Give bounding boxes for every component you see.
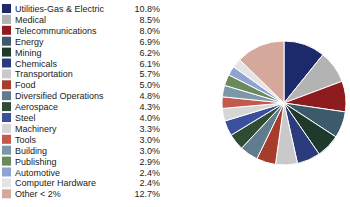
legend-label: Energy: [15, 37, 44, 47]
legend-label: Aerospace: [15, 102, 58, 112]
legend-swatch: [2, 37, 11, 46]
legend-value: 6.9%: [139, 37, 160, 47]
legend-value: 2.4%: [139, 178, 160, 188]
legend-swatch: [2, 48, 11, 57]
legend-value: 8.0%: [139, 26, 160, 36]
legend-swatch: [2, 168, 11, 177]
legend-value: 3.0%: [139, 135, 160, 145]
legend-swatch: [2, 124, 11, 133]
legend-swatch: [2, 102, 11, 111]
legend-value: 2.4%: [139, 168, 160, 178]
legend-swatch: [2, 157, 11, 166]
legend-swatch: [2, 4, 11, 13]
legend-swatch: [2, 26, 11, 35]
legend-value: 4.3%: [139, 102, 160, 112]
legend-label: Machinery: [15, 124, 57, 134]
legend-value: 4.0%: [139, 113, 160, 123]
legend-value: 5.7%: [139, 69, 160, 79]
legend-value: 3.0%: [139, 146, 160, 156]
legend-value: 3.3%: [139, 124, 160, 134]
legend-swatch: [2, 113, 11, 122]
legend-value: 2.9%: [139, 157, 160, 167]
legend-swatch: [2, 91, 11, 100]
legend-swatch: [2, 146, 11, 155]
pie-slice: [240, 41, 284, 103]
legend-label: Computer Hardware: [15, 178, 96, 188]
legend-label: Chemicals: [15, 59, 58, 69]
legend-label: Building: [15, 146, 47, 156]
legend-value: 8.5%: [139, 15, 160, 25]
legend-label: Publishing: [15, 157, 57, 167]
legend-label: Medical: [15, 15, 46, 25]
pie: [222, 41, 346, 165]
legend-value: 12.7%: [134, 189, 160, 199]
legend-value: 4.8%: [139, 91, 160, 101]
legend-label: Diversified Operations: [15, 91, 104, 101]
legend-value: 5.0%: [139, 80, 160, 90]
legend-swatch: [2, 69, 11, 78]
legend-swatch: [2, 80, 11, 89]
legend-label: Telecommunications: [15, 26, 97, 36]
legend-label: Transportation: [15, 69, 73, 79]
legend: Utilities-Gas & Electric 10.8% Medical 8.5%…: [2, 4, 160, 199]
legend-swatch: [2, 135, 11, 144]
legend-label: Tools: [15, 135, 37, 145]
legend-swatch: [2, 178, 11, 187]
legend-swatch: [2, 15, 11, 24]
legend-label: Utilities-Gas & Electric: [15, 4, 105, 14]
legend-label: Steel: [15, 113, 36, 123]
legend-value: 6.1%: [139, 59, 160, 69]
legend-label: Automotive: [15, 168, 60, 178]
legend-swatch: [2, 59, 11, 68]
chart: Utilities-Gas & Electric 10.8% Medical 8.5%…: [0, 0, 350, 207]
legend-swatch: [2, 189, 11, 198]
legend-label: Other < 2%: [15, 189, 61, 199]
legend-label: Mining: [15, 48, 42, 58]
legend-value: 6.2%: [139, 48, 160, 58]
legend-label: Food: [15, 80, 36, 90]
legend-value: 10.8%: [134, 4, 160, 14]
